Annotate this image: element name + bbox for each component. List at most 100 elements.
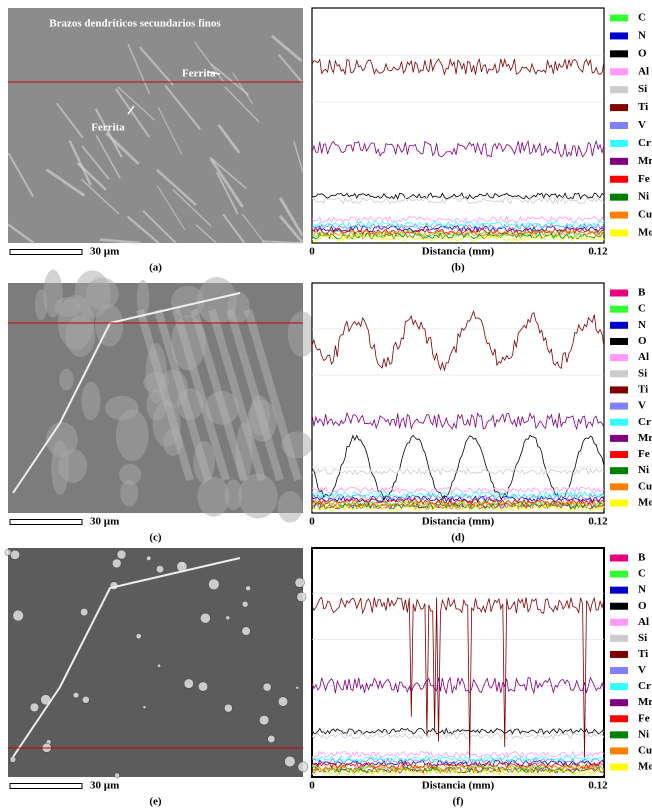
dendrite xyxy=(57,295,95,350)
legend-label: Si xyxy=(638,83,647,95)
particle xyxy=(142,705,147,710)
dendrite xyxy=(120,480,139,507)
legend-label: Si xyxy=(638,632,647,644)
ferrite-streak xyxy=(157,106,183,156)
legend-label: Ni xyxy=(638,464,649,476)
legend-label: Mn xyxy=(638,696,652,708)
element-profile xyxy=(311,139,605,158)
legend-swatch xyxy=(610,122,628,129)
particle xyxy=(296,591,307,602)
dendrite xyxy=(59,368,74,391)
x-start: 0 xyxy=(309,516,315,528)
legend-label: Cu xyxy=(638,480,652,492)
legend-swatch xyxy=(610,68,628,76)
element-profile xyxy=(311,229,605,238)
legend-swatch xyxy=(610,211,628,219)
particle xyxy=(146,555,152,561)
particle xyxy=(262,682,272,692)
panel-label: (d) xyxy=(451,532,465,544)
legend-label: C xyxy=(638,303,646,315)
legend-swatch xyxy=(610,175,628,183)
legend-swatch xyxy=(610,586,628,594)
ferrite-streak xyxy=(7,223,35,244)
linescan-frame xyxy=(311,547,605,778)
element-profile xyxy=(311,596,605,759)
particle xyxy=(135,633,142,640)
ferrite-streak xyxy=(138,46,174,86)
ferrite-streak xyxy=(224,86,260,123)
particle xyxy=(198,681,209,692)
micrograph xyxy=(8,548,303,777)
ferrite-streak xyxy=(126,215,160,244)
legend-label: Al xyxy=(638,65,649,77)
ferrite-streak xyxy=(114,88,150,138)
element-profile xyxy=(311,192,605,201)
legend-swatch xyxy=(610,50,628,58)
particle xyxy=(241,600,249,608)
particle xyxy=(111,558,122,569)
legend-swatch xyxy=(610,483,628,491)
panel-label: (f) xyxy=(453,796,464,808)
x-start: 0 xyxy=(309,780,315,792)
particle xyxy=(241,626,251,636)
element-profile xyxy=(311,499,605,508)
legend-swatch xyxy=(610,418,628,426)
particle xyxy=(12,609,24,622)
legend-label: Si xyxy=(638,367,647,379)
legend-label: C xyxy=(638,12,646,24)
element-profile xyxy=(311,224,605,234)
legend-swatch xyxy=(610,554,628,562)
dendrite-arm xyxy=(154,308,212,482)
legend-label: O xyxy=(638,47,647,59)
particle xyxy=(208,578,220,591)
particle xyxy=(277,696,289,707)
dendrite-arm xyxy=(208,308,266,482)
legend-label: N xyxy=(638,319,646,331)
element-profile xyxy=(311,750,605,758)
scale-bar xyxy=(9,783,83,789)
dendrite xyxy=(51,440,69,495)
legend-label: Mo xyxy=(638,761,652,773)
particle xyxy=(116,549,127,560)
particle xyxy=(10,549,21,560)
panel-label: (a) xyxy=(149,262,162,274)
legend-swatch xyxy=(610,139,628,147)
element-profile xyxy=(312,761,605,770)
annotation: Ferrita xyxy=(182,68,216,80)
legend-swatch xyxy=(610,650,628,658)
x-end: 0.12 xyxy=(588,246,608,258)
element-profile xyxy=(311,676,605,695)
particle xyxy=(245,585,251,592)
particle xyxy=(224,703,233,713)
x-end: 0.12 xyxy=(588,780,608,792)
particle xyxy=(225,615,231,621)
element-profile xyxy=(311,732,605,740)
ferrite-streak xyxy=(76,162,107,191)
element-profile xyxy=(311,759,605,768)
dendrite xyxy=(197,476,230,517)
element-profile xyxy=(311,215,605,224)
legend-swatch xyxy=(610,386,628,394)
dendrite xyxy=(277,491,303,523)
annotation-arrow xyxy=(207,71,221,75)
legend-label: Al xyxy=(638,351,649,363)
particle xyxy=(29,702,40,713)
legend-label: C xyxy=(638,568,646,580)
element-profile xyxy=(311,220,605,229)
particle xyxy=(259,715,270,726)
ferrite-streak xyxy=(293,140,304,173)
ferrite-streak xyxy=(278,214,305,244)
x-axis-label: Distancia (mm) xyxy=(422,516,495,528)
ferrite-streak xyxy=(194,41,225,83)
element-profile xyxy=(311,495,605,504)
legend-swatch xyxy=(610,618,628,626)
legend-label: Mo xyxy=(638,497,652,509)
dendrite-arm xyxy=(190,308,248,482)
ferrite-streak xyxy=(99,238,140,245)
ferrite-streak xyxy=(171,188,212,227)
ferrite-streak xyxy=(209,156,247,190)
legend-swatch xyxy=(610,402,628,410)
element-profile xyxy=(311,754,605,763)
ferrite-streak xyxy=(278,54,304,84)
legend-label: Ti xyxy=(638,101,648,113)
